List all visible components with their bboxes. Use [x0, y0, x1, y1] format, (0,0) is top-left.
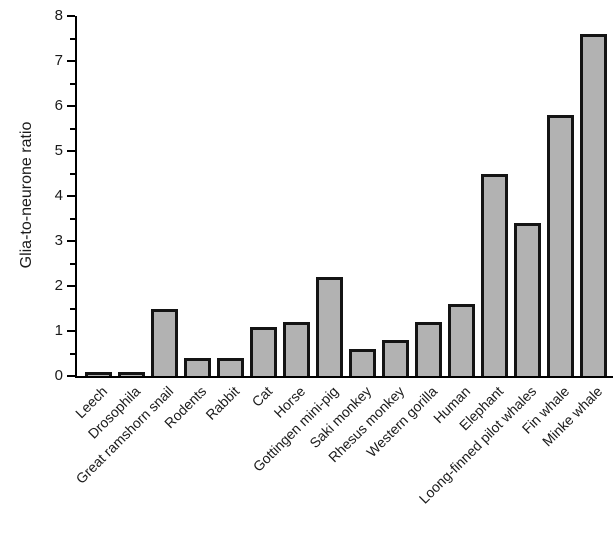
y-tick-label: 0	[54, 367, 63, 384]
y-minor-tick	[70, 37, 75, 40]
y-tick-label: 7	[54, 52, 63, 69]
bar-leech	[85, 372, 112, 376]
y-tick-label: 8	[54, 7, 63, 24]
bar-loong-finned-pilot-whales	[514, 223, 541, 376]
y-major-tick	[67, 195, 75, 197]
bar-saki-monkey	[349, 349, 376, 376]
bar-cat	[250, 326, 277, 376]
y-minor-tick	[70, 82, 75, 85]
bar-rodents	[184, 358, 211, 376]
y-major-tick	[67, 285, 75, 287]
y-minor-tick	[70, 262, 75, 265]
y-tick-label: 2	[54, 277, 63, 294]
plot-area: 0 1 2 3 4 5 6 7 8	[55, 7, 613, 384]
bar-great-ramshorn-snail	[151, 308, 178, 376]
y-major-tick	[67, 15, 75, 17]
y-minor-tick	[70, 172, 75, 175]
bar-horse	[283, 322, 310, 376]
y-major-tick	[67, 375, 75, 377]
bar-gottingen-mini-pig	[316, 277, 343, 376]
bar-elephant	[481, 173, 508, 376]
y-minor-tick	[70, 352, 75, 355]
y-major-tick	[67, 60, 75, 62]
y-tick-label: 1	[54, 322, 63, 339]
y-minor-tick	[70, 217, 75, 220]
y-major-tick	[67, 330, 75, 332]
bar-drosophila	[118, 371, 145, 376]
bar-fin-whale	[547, 115, 574, 376]
y-major-tick	[67, 150, 75, 152]
bar-human	[448, 304, 475, 376]
y-minor-tick	[70, 127, 75, 130]
y-minor-tick	[70, 307, 75, 310]
bar-minke-whale	[580, 34, 607, 376]
bar-western-gorilla	[415, 322, 442, 376]
y-major-tick	[67, 240, 75, 242]
y-tick-label: 6	[54, 97, 63, 114]
y-axis-title: Glia-to-neurone ratio	[18, 121, 35, 269]
bar-rhesus-monkey	[382, 340, 409, 376]
y-tick-label: 3	[54, 232, 63, 249]
y-tick-label: 5	[54, 142, 63, 159]
bar-rabbit	[217, 358, 244, 376]
y-tick-label: 4	[54, 187, 63, 204]
y-major-tick	[67, 105, 75, 107]
